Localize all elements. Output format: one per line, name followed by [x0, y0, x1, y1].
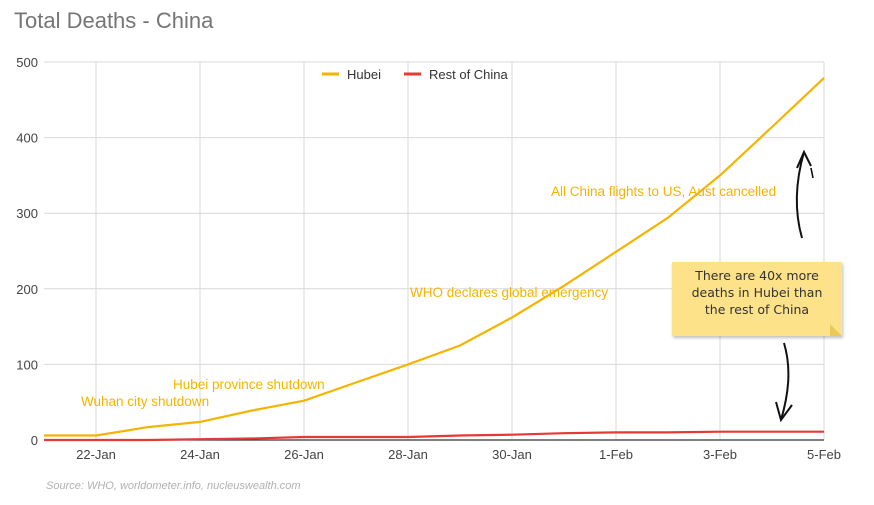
x-tick-label: 24-Jan — [180, 447, 220, 462]
arrow-up-icon — [795, 149, 814, 239]
x-tick-label: 5-Feb — [807, 447, 841, 462]
grid — [44, 61, 825, 440]
data-point — [355, 436, 357, 438]
y-tick-label: 100 — [16, 357, 38, 372]
data-point — [251, 409, 253, 411]
arrow-down-icon — [775, 342, 793, 423]
legend-label: Hubei — [347, 67, 381, 82]
data-point — [823, 77, 825, 79]
data-point — [667, 217, 669, 219]
series-lines — [43, 77, 825, 442]
note-line: deaths in Hubei than — [691, 285, 823, 300]
callout-note: There are 40x more deaths in Hubei than … — [672, 262, 842, 336]
data-point — [459, 434, 461, 436]
annotation-label: All China flights to US, Aust cancelled — [551, 184, 776, 199]
data-point — [667, 431, 669, 433]
data-point — [719, 430, 721, 432]
y-tick-label: 400 — [16, 131, 38, 146]
data-point — [95, 434, 97, 436]
annotations: Wuhan city shutdown Hubei province shutdo… — [81, 184, 776, 409]
x-tick-label: 30-Jan — [492, 447, 532, 462]
data-point — [823, 430, 825, 432]
axes: 0 100 200 300 400 500 22-Jan 24-Jan 26-Jan 28-Jan… — [16, 55, 841, 462]
note-fold — [830, 324, 842, 336]
series-line — [44, 430, 824, 442]
data-point — [407, 363, 409, 365]
data-point — [615, 251, 617, 253]
data-point — [43, 439, 45, 441]
data-point — [563, 432, 565, 434]
data-point — [459, 344, 461, 346]
data-point — [147, 439, 149, 441]
source-note: Source: WHO, worldometer.info, nucleuswe… — [46, 480, 301, 492]
annotation-label: Wuhan city shutdown — [81, 394, 209, 409]
x-tick-label: 28-Jan — [388, 447, 428, 462]
y-tick-label: 200 — [16, 282, 38, 297]
series-line — [44, 77, 825, 437]
data-point — [511, 316, 513, 318]
y-tick-label: 0 — [31, 433, 38, 448]
note-line: There are 40x more — [695, 268, 819, 283]
data-point — [199, 438, 201, 440]
x-tick-label: 26-Jan — [284, 447, 324, 462]
data-point — [615, 431, 617, 433]
data-point — [251, 437, 253, 439]
legend: Hubei Rest of China — [322, 67, 509, 82]
data-point — [303, 399, 305, 401]
data-point — [43, 434, 45, 436]
data-point — [303, 436, 305, 438]
annotation-label: WHO declares global emergency — [410, 285, 608, 300]
data-point — [147, 426, 149, 428]
data-point — [407, 436, 409, 438]
annotation-label: Hubei province shutdown — [173, 377, 325, 392]
data-point — [95, 439, 97, 441]
legend-label: Rest of China — [429, 67, 509, 82]
data-point — [355, 381, 357, 383]
y-tick-label: 500 — [16, 55, 38, 70]
note-line: the rest of China — [704, 302, 810, 317]
data-point — [771, 126, 773, 128]
chart-title: Total Deaths - China — [14, 8, 214, 33]
data-point — [199, 421, 201, 423]
data-point — [511, 434, 513, 436]
x-tick-label: 22-Jan — [76, 447, 116, 462]
data-point — [719, 174, 721, 176]
y-tick-label: 300 — [16, 206, 38, 221]
x-tick-label: 3-Feb — [703, 447, 737, 462]
data-point — [771, 430, 773, 432]
x-tick-label: 1-Feb — [599, 447, 633, 462]
